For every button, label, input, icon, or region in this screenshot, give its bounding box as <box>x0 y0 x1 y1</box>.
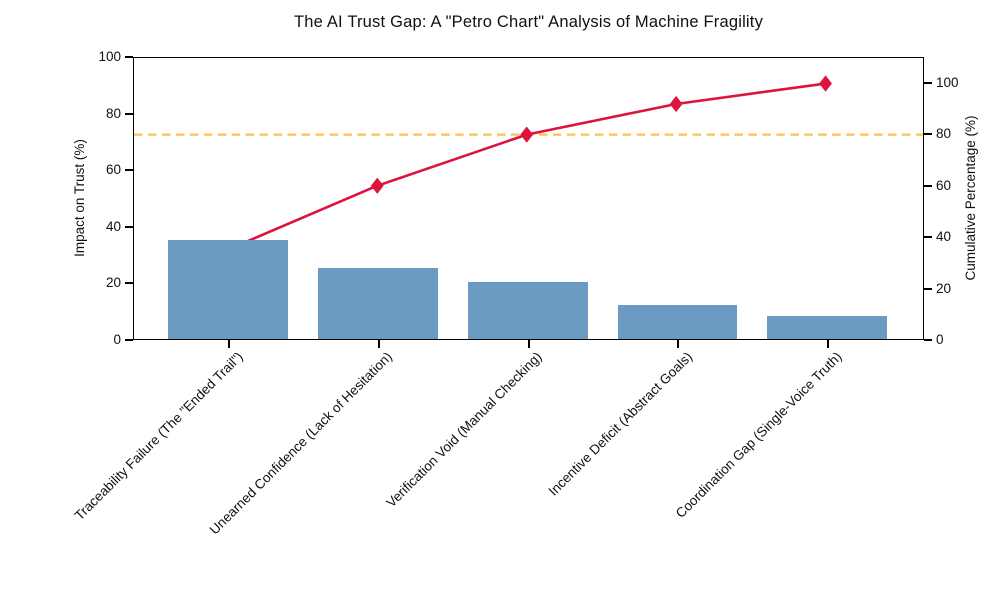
left-tick-label-80: 80 <box>105 105 121 121</box>
right-tick-0 <box>924 339 932 341</box>
cumulative-point-4 <box>819 75 832 92</box>
x-tick-1 <box>377 340 380 348</box>
x-tick-2 <box>527 340 530 348</box>
left-tick-40 <box>125 225 133 228</box>
bar-3 <box>617 305 738 339</box>
right-tick-label-60: 60 <box>936 177 952 193</box>
category-label-1: Unearned Confidence (Lack of Hesitation) <box>206 349 396 538</box>
cumulative-point-2 <box>520 126 534 143</box>
left-tick-label-60: 60 <box>105 162 121 178</box>
right-tick-label-100: 100 <box>936 74 959 90</box>
bar-2 <box>467 282 588 339</box>
category-label-3: Incentive Deficit (Abstract Goals) <box>545 349 695 499</box>
left-tick-label-100: 100 <box>98 49 121 64</box>
left-tick-100 <box>125 56 133 58</box>
left-axis-label: Impact on Trust (%) <box>72 139 87 257</box>
left-tick-60 <box>125 169 133 172</box>
x-tick-0 <box>227 340 230 348</box>
right-axis-label: Cumulative Percentage (%) <box>963 115 978 281</box>
category-label-4: Coordination Gap (Single-Voice Truth) <box>672 349 845 521</box>
left-tick-label-20: 20 <box>105 275 121 291</box>
left-tick-label-40: 40 <box>105 218 121 234</box>
right-tick-20 <box>924 287 932 290</box>
right-tick-100 <box>924 81 932 84</box>
right-tick-60 <box>924 184 932 187</box>
right-tick-label-40: 40 <box>936 229 952 245</box>
category-label-0: Traceability Failure (The "Ended Trail") <box>71 349 246 524</box>
right-tick-label-80: 80 <box>936 126 952 142</box>
left-tick-0 <box>125 339 133 341</box>
x-tick-3 <box>677 340 680 348</box>
right-tick-label-0: 0 <box>936 332 944 347</box>
right-tick-label-20: 20 <box>936 280 952 296</box>
bar-4 <box>767 316 888 339</box>
right-tick-40 <box>924 236 932 239</box>
cumulative-point-3 <box>669 95 683 113</box>
category-label-2: Verification Void (Manual Checking) <box>383 349 546 511</box>
plot-area <box>133 57 924 340</box>
x-tick-4 <box>827 340 830 348</box>
left-tick-20 <box>125 282 133 285</box>
left-tick-label-0: 0 <box>113 332 121 347</box>
right-tick-80 <box>924 133 932 136</box>
cumulative-line-overlay <box>134 75 923 258</box>
cumulative-point-1 <box>370 177 384 194</box>
left-tick-80 <box>125 112 133 115</box>
bar-0 <box>168 239 288 339</box>
chart-title: The AI Trust Gap: A "Petro Chart" Analys… <box>293 13 764 31</box>
bar-1 <box>317 268 438 339</box>
cumulative-line <box>227 82 826 251</box>
